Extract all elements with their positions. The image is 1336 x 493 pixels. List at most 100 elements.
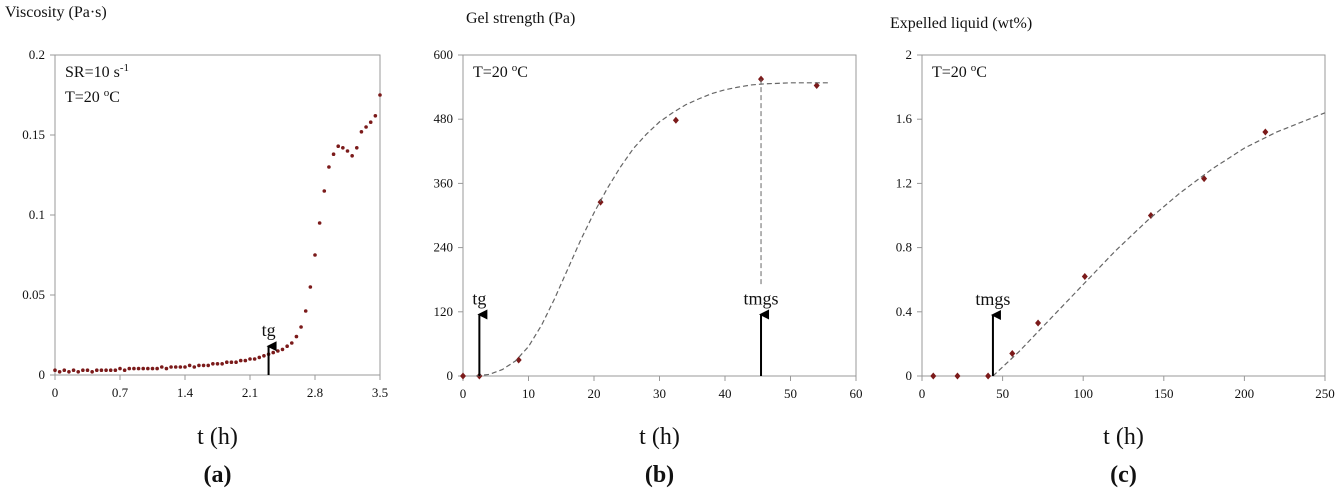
plot-frame [462,54,857,377]
data-point [178,365,183,369]
data-point [308,285,313,289]
data-point [1009,350,1016,358]
x-tick-label: 10 [522,386,535,401]
arrow-label: tmgs [975,289,1010,309]
data-point [1035,319,1042,327]
data-point [113,368,118,373]
data-point [460,372,466,380]
annotation-part: -1 [120,62,129,74]
chart-title: Viscosity (Pa·s) [5,4,107,21]
data-point [289,341,294,345]
data-point [183,365,187,369]
y-tick-label: 480 [434,111,454,126]
data-point [364,125,368,129]
data-point [345,149,350,153]
data-point [136,366,141,371]
annotation-part: C [976,64,987,81]
x-tick-label: 0.7 [112,385,129,400]
x-tick-label: 3.5 [372,385,388,400]
data-point [672,116,679,124]
x-tick-label: 50 [996,386,1009,401]
annotation: SR=10 s-1 [65,62,129,81]
annotation: T=20 oC [473,62,528,81]
data-point [99,368,104,373]
data-point [954,372,961,380]
data-point [331,152,336,156]
y-tick-label: 0 [39,367,46,382]
data-point [127,366,132,371]
data-point [71,368,76,373]
caption: (a) [204,462,232,488]
y-tick-label: 0 [447,368,454,383]
annotation: T=20 oC [65,87,120,106]
x-axis-label: t (h) [197,424,238,450]
x-tick-label: 30 [653,386,666,401]
chart-title: Gel strength (Pa) [466,10,575,27]
data-point [187,363,192,368]
data-point [303,309,308,313]
fit-curve [476,82,830,377]
data-point [234,360,238,365]
data-point [930,372,937,380]
data-point [336,144,341,148]
data-point [1147,212,1154,219]
data-point [104,368,108,373]
data-point [515,356,522,364]
x-tick-label: 40 [719,386,732,401]
caption: (c) [1110,462,1137,488]
y-tick-label: 0.05 [22,287,45,302]
y-tick-label: 0.4 [896,304,913,319]
data-point [62,368,67,373]
data-point [53,368,57,373]
data-point [243,358,248,363]
plot-frame [921,54,1326,377]
annotation-part: C [517,64,528,81]
y-tick-label: 0.1 [29,207,45,222]
data-point [201,363,206,368]
x-tick-label: 200 [1235,386,1255,401]
data-point [206,363,211,368]
y-tick-label: 0 [906,368,913,383]
data-point [252,357,257,361]
arrow-label: tmgs [744,288,779,308]
data-point [378,93,382,97]
data-point [350,154,354,158]
data-point [359,130,364,134]
x-axis-label: t (h) [1103,424,1144,450]
fit-curve [992,112,1326,377]
data-point [276,349,280,353]
data-point [597,198,604,206]
data-point [317,221,322,225]
data-point [238,358,243,363]
data-point [341,146,345,150]
data-point [813,81,820,89]
data-point [1081,272,1088,280]
x-tick-label: 20 [588,386,601,401]
x-tick-label: 60 [850,386,863,401]
data-point [299,325,303,329]
data-point [224,360,229,365]
x-tick-label: 0 [460,386,467,401]
data-point [257,355,262,360]
data-point [327,165,331,169]
data-point [192,365,197,369]
annotation-part: SR=10 s [65,64,120,81]
data-point [132,366,136,371]
y-tick-label: 1.2 [896,175,912,190]
data-point [118,366,122,371]
data-point [211,362,215,366]
x-tick-label: 2.8 [307,385,323,400]
x-tick-label: 1.4 [177,385,194,400]
x-tick-label: 250 [1315,386,1335,401]
y-tick-label: 1.6 [896,111,913,126]
data-point [197,363,201,368]
y-tick-label: 0.15 [22,127,45,142]
x-tick-label: 100 [1073,386,1093,401]
chart-title: Expelled liquid (wt%) [890,15,1032,32]
data-point [150,366,155,371]
x-tick-label: 2.1 [242,385,258,400]
annotation-part: C [109,89,120,106]
x-tick-label: 0 [919,386,926,401]
data-point [173,365,178,369]
annotation-part: o [512,62,518,74]
